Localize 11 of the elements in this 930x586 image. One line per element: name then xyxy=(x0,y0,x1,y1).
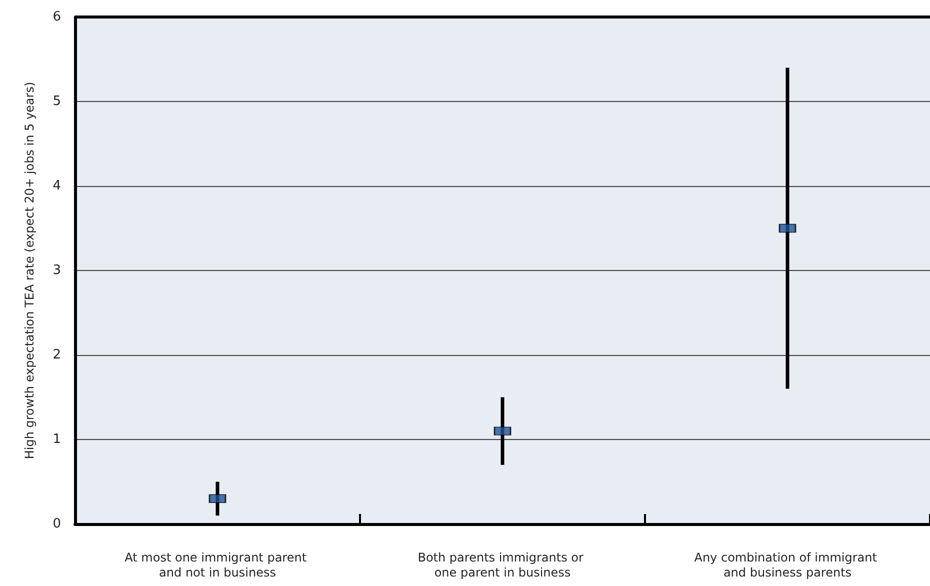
y-axis-title: High growth expectation TEA rate (expect 20+ jobs in 5 years) xyxy=(22,82,36,460)
x-tick-label: Both parents immigrants or one parent in business xyxy=(418,550,588,580)
y-tick-label: 4 xyxy=(52,178,61,194)
y-tick-label: 3 xyxy=(52,263,61,278)
y-tick-label: 1 xyxy=(52,432,61,447)
x-tick-label: Any combination of immigrant and business parents xyxy=(694,550,881,580)
y-tick-label: 5 xyxy=(52,94,61,109)
y-tick-label: 2 xyxy=(52,348,61,362)
y-tick-label: 6 xyxy=(52,10,61,24)
x-tick-label: At most one immigrant parent and not in business xyxy=(124,550,310,580)
y-tick-label: 0 xyxy=(52,516,61,532)
